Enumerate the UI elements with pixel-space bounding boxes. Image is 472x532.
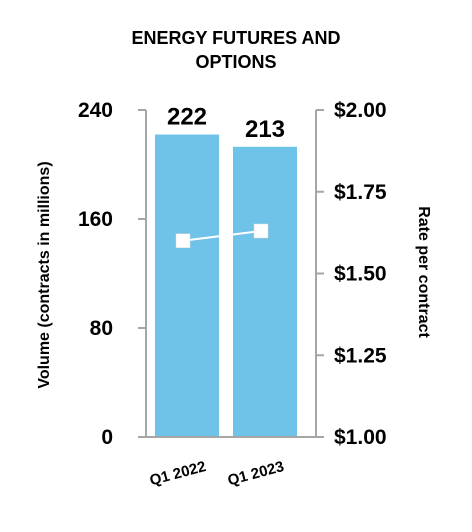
bar-q1-2023	[233, 146, 297, 437]
right-tick-label: $1.25	[334, 344, 387, 367]
chart-title-line-1: ENERGY FUTURES AND	[131, 28, 340, 48]
y2-axis-title: Rate per contract	[415, 206, 432, 338]
chart-title-line-2: OPTIONS	[195, 52, 276, 72]
bar-data-label: 213	[245, 116, 285, 143]
rate-point-marker	[253, 223, 269, 239]
right-tick-label: $1.75	[334, 181, 387, 204]
left-tick-label: 240	[78, 99, 113, 122]
category-label: Q1 2023	[226, 458, 286, 489]
y-axis-title: Volume (contracts in millions)	[36, 161, 53, 388]
right-tick-label: $2.00	[334, 99, 387, 122]
bar-q1-2022	[155, 134, 219, 437]
plot-area: 222 213 0 80 160 240 $1.00 $1.25 $1.50 $1.75 $2.00…	[78, 99, 387, 489]
right-tick-label: $1.00	[334, 426, 387, 449]
rate-point-marker	[175, 233, 191, 249]
left-tick-label: 0	[101, 426, 113, 449]
category-label: Q1 2022	[148, 458, 208, 489]
bar-data-label: 222	[167, 104, 207, 131]
left-tick-label: 80	[90, 317, 113, 340]
right-tick-label: $1.50	[334, 263, 387, 286]
rate-line	[182, 229, 262, 242]
left-tick-label: 160	[78, 208, 113, 231]
